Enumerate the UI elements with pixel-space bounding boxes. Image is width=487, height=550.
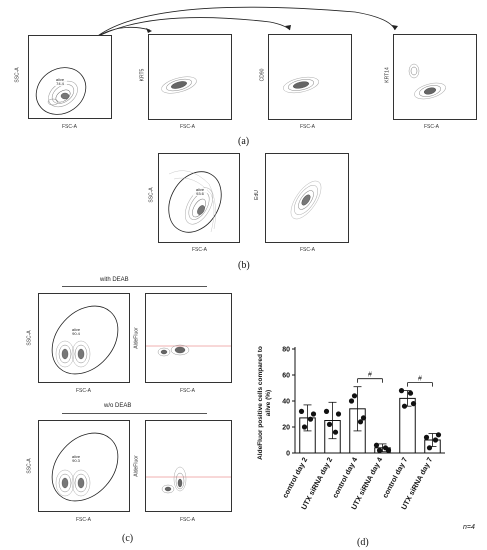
x-axis-label: FSC-A xyxy=(192,247,207,253)
y-tick-label: 60 xyxy=(282,373,290,380)
n-label: n=4 xyxy=(463,524,475,531)
category-label: control day 2 xyxy=(280,456,309,500)
without-deab-header: w/o DEAB xyxy=(104,403,132,409)
gate-value: 90.4 xyxy=(72,331,80,336)
data-point xyxy=(435,432,442,438)
x-axis-label: FSC-A xyxy=(76,388,91,394)
scatter-plot-a2 xyxy=(148,34,232,120)
data-point xyxy=(398,388,405,394)
y-axis-label: SSC-A xyxy=(148,187,155,203)
y-tick-label: 40 xyxy=(282,399,290,406)
data-point xyxy=(373,442,380,448)
x-axis-label: FSC-A xyxy=(62,124,77,130)
y-axis-label: SSC-A xyxy=(26,330,33,346)
category-label: control day 4 xyxy=(330,456,359,500)
data-point xyxy=(407,390,414,396)
panel-d: AldeFluor positive cells compared to ali… xyxy=(245,335,487,550)
y-tick-label: 20 xyxy=(282,425,290,432)
panel-label-d: (d) xyxy=(357,537,369,548)
panel-b: alive 93.6 SSC-A FSC-A EdU FSC-A (b) xyxy=(0,148,487,273)
y-axis-label: KRT14 xyxy=(384,67,391,83)
gate-label: alive 93.6 xyxy=(193,188,207,196)
x-axis-label: FSC-A xyxy=(424,124,439,130)
gate-value: 93.6 xyxy=(196,191,204,196)
data-point xyxy=(310,411,317,417)
y-axis-label: AldeFluor xyxy=(133,455,140,477)
scatter-plot-a3 xyxy=(268,34,352,120)
y-axis-label: SSC-A xyxy=(14,67,21,83)
panel-label-c: (c) xyxy=(122,533,134,544)
category-label: control day 7 xyxy=(380,456,409,500)
x-axis-label: FSC-A xyxy=(180,388,195,394)
scatter-plot-a1: alive 74.4 xyxy=(28,35,112,119)
y-tick-label: 80 xyxy=(282,347,290,354)
data-point xyxy=(410,401,417,407)
panel-a: alive 74.4 SSC-A FSC-A KRT5 FSC-A CD90 F… xyxy=(0,0,487,148)
gate-value: 74.4 xyxy=(56,81,64,86)
header-line xyxy=(62,413,207,414)
data-point xyxy=(432,437,439,443)
data-point xyxy=(332,429,339,435)
gate-name: alive xyxy=(195,187,205,192)
scatter-plot-c1: alive 90.4 xyxy=(38,293,130,383)
data-point xyxy=(376,447,383,453)
scatter-plot-c2 xyxy=(145,293,232,383)
scatter-plot-c3: alive 90.3 xyxy=(38,420,130,512)
gate-name: alive xyxy=(55,77,65,82)
data-point xyxy=(348,398,355,404)
panel-label-b: (b) xyxy=(238,260,250,271)
y-axis-label: KRT5 xyxy=(139,68,146,82)
significance-label: # xyxy=(418,376,422,383)
gate-name: alive xyxy=(71,327,81,332)
x-axis-label: FSC-A xyxy=(180,124,195,130)
y-axis-label: AldeFluor xyxy=(133,327,140,349)
data-point xyxy=(401,403,408,409)
data-point xyxy=(323,408,330,414)
data-point xyxy=(382,445,389,451)
panel-c: with DEAB alive 90.4 SSC-A FSC-A AldeFlu… xyxy=(0,273,232,550)
x-axis-label: FSC-A xyxy=(180,517,195,523)
gate-label: alive 90.3 xyxy=(69,455,83,463)
scatter-plot-b1: alive 93.6 xyxy=(158,153,240,243)
data-point xyxy=(298,408,305,414)
x-axis-label: FSC-A xyxy=(300,124,315,130)
with-deab-header: with DEAB xyxy=(100,277,129,283)
header-line xyxy=(62,286,207,287)
scatter-plot-a4 xyxy=(393,34,477,120)
data-point xyxy=(360,415,367,421)
gate-name: alive xyxy=(71,454,81,459)
scatter-plot-b2 xyxy=(265,153,349,243)
data-point xyxy=(326,421,333,427)
data-point xyxy=(307,416,314,422)
y-tick-label: 0 xyxy=(286,451,290,458)
data-point xyxy=(357,419,364,425)
y-axis-label: SSC-A xyxy=(26,458,33,474)
significance-label: # xyxy=(368,372,372,379)
gate-label: alive 74.4 xyxy=(53,78,67,86)
data-point xyxy=(301,424,308,430)
data-point xyxy=(426,445,433,451)
data-point xyxy=(335,411,342,417)
gate-label: alive 90.4 xyxy=(69,328,83,336)
data-point xyxy=(351,393,358,399)
x-axis-label: FSC-A xyxy=(300,247,315,253)
x-axis-label: FSC-A xyxy=(76,517,91,523)
y-axis-label: CD90 xyxy=(259,68,266,82)
panel-label-a: (a) xyxy=(238,136,250,147)
gate-value: 90.3 xyxy=(72,458,80,463)
scatter-plot-c4 xyxy=(145,420,232,512)
y-axis-label: EdU xyxy=(253,190,260,200)
data-point xyxy=(423,434,430,440)
